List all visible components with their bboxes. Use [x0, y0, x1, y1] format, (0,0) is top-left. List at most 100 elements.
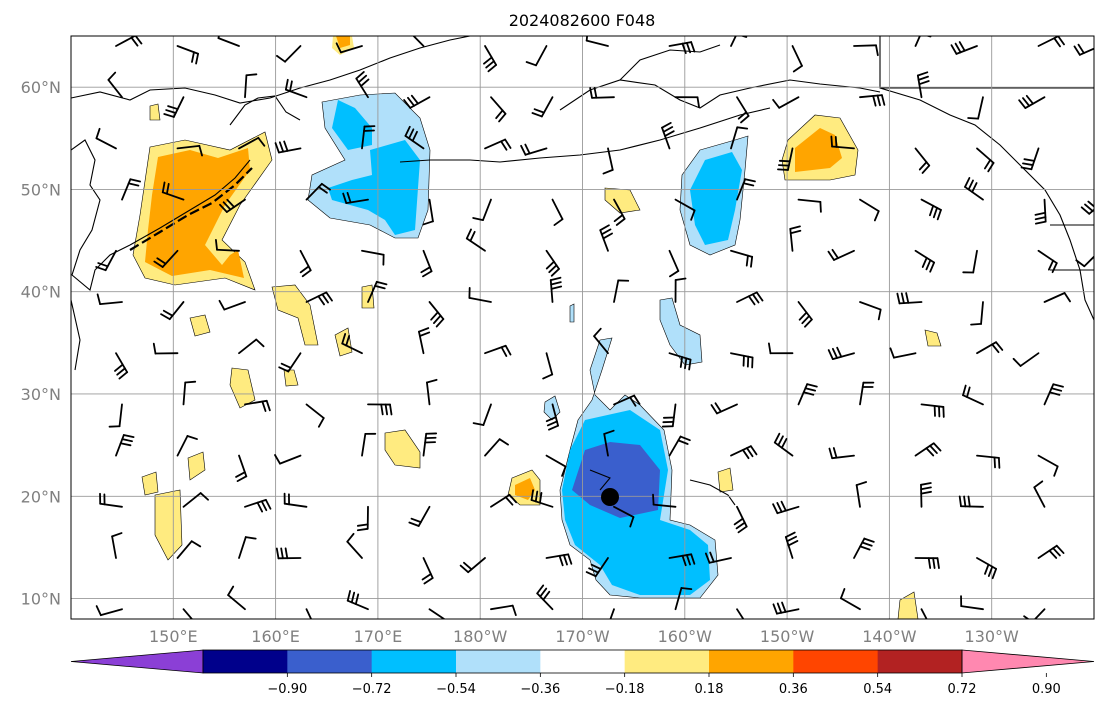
wind-barb	[914, 249, 936, 273]
wind-barb	[1101, 97, 1105, 122]
wind-barb	[244, 399, 271, 412]
wind-barb	[551, 198, 564, 226]
colorbar-tick-label: 0.72	[948, 682, 977, 697]
wind-barb	[421, 557, 434, 585]
map-frame	[70, 35, 1095, 620]
wind-barb	[152, 342, 179, 355]
wind-barb	[1093, 433, 1094, 436]
colorbar-bin	[877, 650, 963, 673]
wind-barb	[341, 333, 363, 355]
positive-anomaly-region	[361, 284, 375, 309]
colorbar-bin	[793, 650, 879, 673]
wind-barb	[920, 482, 932, 508]
positive-anomaly-region	[189, 314, 211, 337]
wind-barb	[704, 551, 732, 564]
wind-barb	[545, 403, 559, 431]
positive-anomaly-region	[271, 284, 319, 346]
map-panel	[71, 36, 1105, 619]
wind-barb	[107, 71, 123, 99]
wind-barb	[520, 143, 548, 156]
wind-barb	[889, 347, 917, 359]
wind-barb	[599, 224, 613, 252]
wind-barb	[853, 44, 879, 57]
colorbar-extend-low	[70, 649, 204, 674]
positive-anomaly-region	[384, 429, 421, 469]
wind-barb	[585, 557, 609, 578]
coastline	[589, 469, 611, 491]
wind-barb	[674, 587, 693, 611]
wind-barb	[346, 590, 369, 611]
wind-barb	[176, 144, 203, 157]
wind-barb	[613, 279, 630, 303]
wind-barb	[613, 198, 626, 226]
wind-barb	[736, 96, 750, 124]
wind-barb	[361, 125, 376, 150]
wind-barb	[342, 191, 369, 204]
negative-anomaly-region	[659, 297, 703, 366]
wind-barb	[613, 394, 641, 407]
wind-barb	[95, 605, 123, 617]
wind-barb	[108, 403, 123, 428]
wind-barb	[472, 198, 492, 221]
wind-barb	[920, 403, 945, 418]
wind-barb	[361, 249, 385, 266]
coastline	[879, 87, 1094, 321]
wind-barb	[1034, 198, 1047, 225]
wind-barb	[1018, 94, 1046, 109]
negative-anomaly-core	[690, 152, 742, 245]
wind-barb	[773, 432, 794, 457]
colorbar-tick-label: 0.54	[863, 682, 892, 697]
wind-barb	[668, 249, 680, 278]
wind-barb	[674, 277, 687, 303]
wind-barb	[1037, 249, 1058, 274]
wind-barb	[483, 45, 498, 73]
wind-barb	[111, 532, 123, 559]
latitude-tick-label: 40°N	[21, 283, 61, 302]
wind-barb	[182, 380, 197, 406]
wind-barb	[1096, 533, 1105, 558]
colorbar-tick-label: 0.90	[1032, 682, 1061, 697]
coastlines	[71, 36, 1094, 506]
wind-barb	[668, 352, 692, 371]
wind-barb	[176, 435, 198, 457]
wind-barb	[772, 601, 800, 615]
wind-barb	[490, 493, 518, 508]
storm-center-marker	[601, 488, 619, 506]
wind-barb	[244, 498, 272, 513]
wind-barb	[219, 198, 246, 213]
wind-barb	[244, 73, 258, 99]
wind-barb	[789, 225, 802, 252]
colorbar-bin	[203, 650, 288, 673]
longitude-tick-label: 160°E	[251, 627, 300, 646]
wind-barb	[1043, 292, 1071, 303]
wind-barb	[967, 96, 984, 120]
wind-barb	[115, 434, 135, 457]
colorbar-bin	[456, 650, 541, 673]
wind-barb	[404, 125, 425, 150]
coastline	[71, 36, 471, 104]
wind-barb	[958, 495, 984, 508]
wind-barb	[274, 140, 302, 154]
wind-barb	[950, 41, 978, 55]
wind-barb	[428, 608, 446, 619]
wind-barb	[160, 301, 185, 321]
wind-barb	[976, 454, 1001, 469]
wind-barb	[361, 432, 377, 457]
wind-barb	[960, 595, 984, 611]
wind-barb	[465, 228, 486, 252]
wind-barb	[767, 342, 794, 355]
wind-barb	[730, 126, 749, 150]
wind-barb	[235, 454, 248, 483]
wind-barb	[593, 327, 609, 355]
wind-barb	[736, 608, 745, 619]
colorbar: −0.90 −0.72 −0.54 −0.36 −0.18 0.18 0.36 0.54 0.7…	[70, 649, 1095, 697]
positive-anomaly-core	[145, 148, 250, 278]
wind-barb	[914, 557, 940, 569]
wind-barb	[914, 147, 931, 174]
wind-barb	[426, 378, 438, 406]
positive-anomaly-region	[141, 471, 159, 496]
wind-barb	[916, 71, 930, 99]
positive-anomaly-region	[283, 369, 299, 387]
wind-barb	[668, 553, 696, 567]
longitude-tick-label: 130°W	[965, 627, 1020, 646]
